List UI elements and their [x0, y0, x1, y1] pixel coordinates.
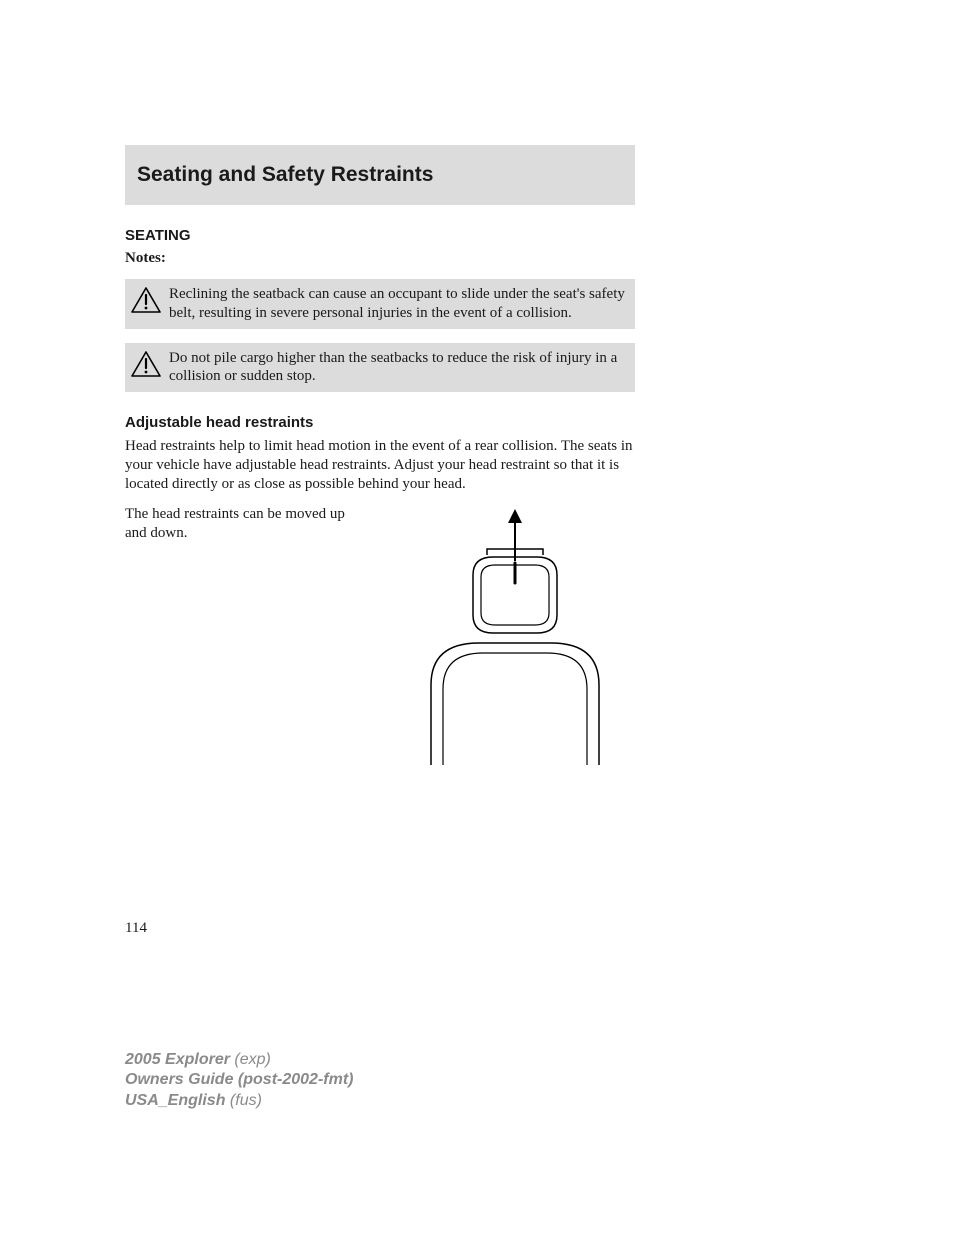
section-heading: SEATING — [125, 227, 635, 244]
notes-label: Notes: — [125, 250, 635, 267]
warning-box-1: Reclining the seatback can cause an occu… — [125, 279, 635, 329]
chapter-header-box: Seating and Safety Restraints — [125, 145, 635, 205]
figure-row: The head restraints can be moved up and … — [125, 505, 635, 770]
footer-lang-code: (fus) — [225, 1092, 261, 1109]
footer-model-code: (exp) — [230, 1051, 271, 1068]
subsection-heading: Adjustable head restraints — [125, 414, 635, 431]
warning-icon — [131, 351, 161, 383]
warning-icon — [131, 287, 161, 319]
footer-line-2: Owners Guide (post-2002-fmt) — [125, 1070, 353, 1090]
footer-model: 2005 Explorer — [125, 1051, 230, 1068]
warning-text-1: Reclining the seatback can cause an occu… — [169, 286, 625, 321]
content-area: Seating and Safety Restraints SEATING No… — [125, 145, 635, 770]
warning-box-2: Do not pile cargo higher than the seatba… — [125, 343, 635, 393]
body-paragraph-1: Head restraints help to limit head motio… — [125, 437, 635, 495]
footer-line-1: 2005 Explorer (exp) — [125, 1050, 353, 1070]
warning-text-2: Do not pile cargo higher than the seatba… — [169, 350, 617, 385]
headrest-illustration — [395, 505, 635, 770]
chapter-title: Seating and Safety Restraints — [137, 163, 623, 187]
body-paragraph-2: The head restraints can be moved up and … — [125, 505, 365, 543]
footer-metadata: 2005 Explorer (exp) Owners Guide (post-2… — [125, 1050, 353, 1111]
manual-page: Seating and Safety Restraints SEATING No… — [0, 0, 954, 1235]
footer-lang: USA_English — [125, 1092, 225, 1109]
page-number: 114 — [125, 920, 147, 937]
footer-line-3: USA_English (fus) — [125, 1091, 353, 1111]
